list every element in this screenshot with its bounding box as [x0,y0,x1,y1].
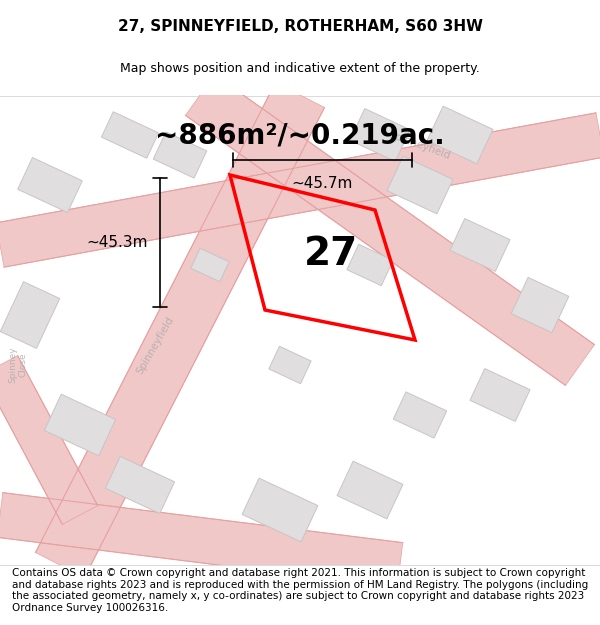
Text: 27: 27 [304,235,358,272]
Text: ~886m²/~0.219ac.: ~886m²/~0.219ac. [155,121,445,149]
Polygon shape [427,106,493,164]
Polygon shape [337,461,403,519]
Text: ~45.3m: ~45.3m [86,235,148,250]
Polygon shape [387,156,453,214]
Polygon shape [191,248,229,282]
Polygon shape [450,219,510,271]
Text: Contains OS data © Crown copyright and database right 2021. This information is : Contains OS data © Crown copyright and d… [12,568,588,612]
Polygon shape [470,369,530,421]
Polygon shape [347,244,393,286]
Polygon shape [0,492,403,588]
Polygon shape [269,346,311,384]
Text: Spinneyfield: Spinneyfield [134,314,176,376]
Polygon shape [153,132,207,178]
Polygon shape [17,158,82,212]
Polygon shape [106,456,175,514]
Polygon shape [0,356,98,524]
Polygon shape [242,478,318,542]
Text: Spinneyfield: Spinneyfield [388,129,452,161]
Polygon shape [511,278,569,332]
Text: Map shows position and indicative extent of the property.: Map shows position and indicative extent… [120,62,480,75]
Polygon shape [393,392,447,438]
Polygon shape [0,113,600,267]
Polygon shape [44,394,116,456]
Text: ~45.7m: ~45.7m [292,176,353,191]
Polygon shape [35,82,325,578]
Polygon shape [0,282,60,348]
Polygon shape [101,112,158,158]
Text: 27, SPINNEYFIELD, ROTHERHAM, S60 3HW: 27, SPINNEYFIELD, ROTHERHAM, S60 3HW [118,19,482,34]
Polygon shape [185,74,595,386]
Polygon shape [350,109,410,161]
Text: Spinney
Close: Spinney Close [8,347,28,383]
